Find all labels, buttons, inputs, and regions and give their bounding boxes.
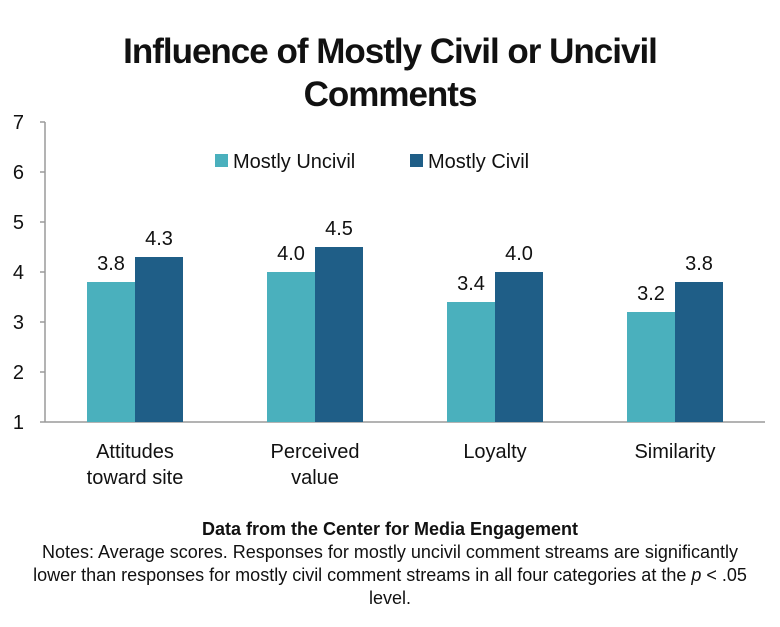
bar-value-label: 4.3: [145, 228, 173, 250]
legend-swatch: [215, 154, 228, 167]
bar: [675, 282, 723, 422]
legend-label: Mostly Uncivil: [233, 151, 355, 173]
legend: Mostly Uncivil Mostly Civil: [215, 151, 529, 173]
bar-value-label: 3.2: [637, 283, 665, 305]
chart-footer: Data from the Center for Media Engagemen…: [20, 518, 760, 610]
bar: [135, 257, 183, 422]
legend-swatch: [410, 154, 423, 167]
p-symbol: p: [691, 565, 702, 585]
bar-value-label: 4.0: [277, 243, 305, 265]
y-tick-label: 6: [13, 162, 24, 184]
y-axis: 1 2 3 4 5 6 7: [13, 112, 46, 434]
bar: [267, 272, 315, 422]
notes-text-part-1: Notes: Average scores. Responses for mos…: [33, 542, 738, 585]
y-tick-label: 1: [13, 412, 24, 434]
chart-title-line-1: Influence of Mostly Civil or Uncivil: [123, 32, 658, 71]
category-label: toward site: [87, 467, 184, 489]
y-tick-label: 2: [13, 362, 24, 384]
category-label: Perceived: [271, 441, 360, 463]
bar: [495, 272, 543, 422]
notes-text-part-2: < .05 level.: [368, 565, 747, 608]
bars: [87, 247, 723, 422]
y-tick-label: 4: [13, 262, 24, 284]
bar-value-label: 4.0: [505, 243, 533, 265]
chart-title-line-2: Comments: [303, 75, 478, 114]
y-tick-label: 3: [13, 312, 24, 334]
bar: [315, 247, 363, 422]
bar-value-label: 3.8: [97, 253, 125, 275]
y-tick-label: 7: [13, 112, 24, 134]
category-labels: Attitudes toward site Perceived value Loyalt…: [87, 441, 716, 489]
bar: [627, 312, 675, 422]
bar: [447, 302, 495, 422]
category-label: Loyalty: [463, 441, 526, 463]
bar-value-labels: 3.8 4.0 3.4 3.2 4.3 4.5 4.0 3.8: [97, 218, 713, 305]
category-label: Similarity: [634, 441, 715, 463]
y-tick-label: 5: [13, 212, 24, 234]
category-label: Attitudes: [96, 441, 174, 463]
notes-text: Notes: Average scores. Responses for mos…: [20, 541, 760, 610]
bar: [87, 282, 135, 422]
bar-value-label: 4.5: [325, 218, 353, 240]
bar-value-label: 3.4: [457, 273, 485, 295]
category-label: value: [291, 467, 339, 489]
bar-value-label: 3.8: [685, 253, 713, 275]
legend-label: Mostly Civil: [428, 151, 529, 173]
chart-title: Influence of Mostly Civil or Uncivil Com…: [0, 30, 780, 116]
source-note: Data from the Center for Media Engagemen…: [201, 519, 579, 539]
